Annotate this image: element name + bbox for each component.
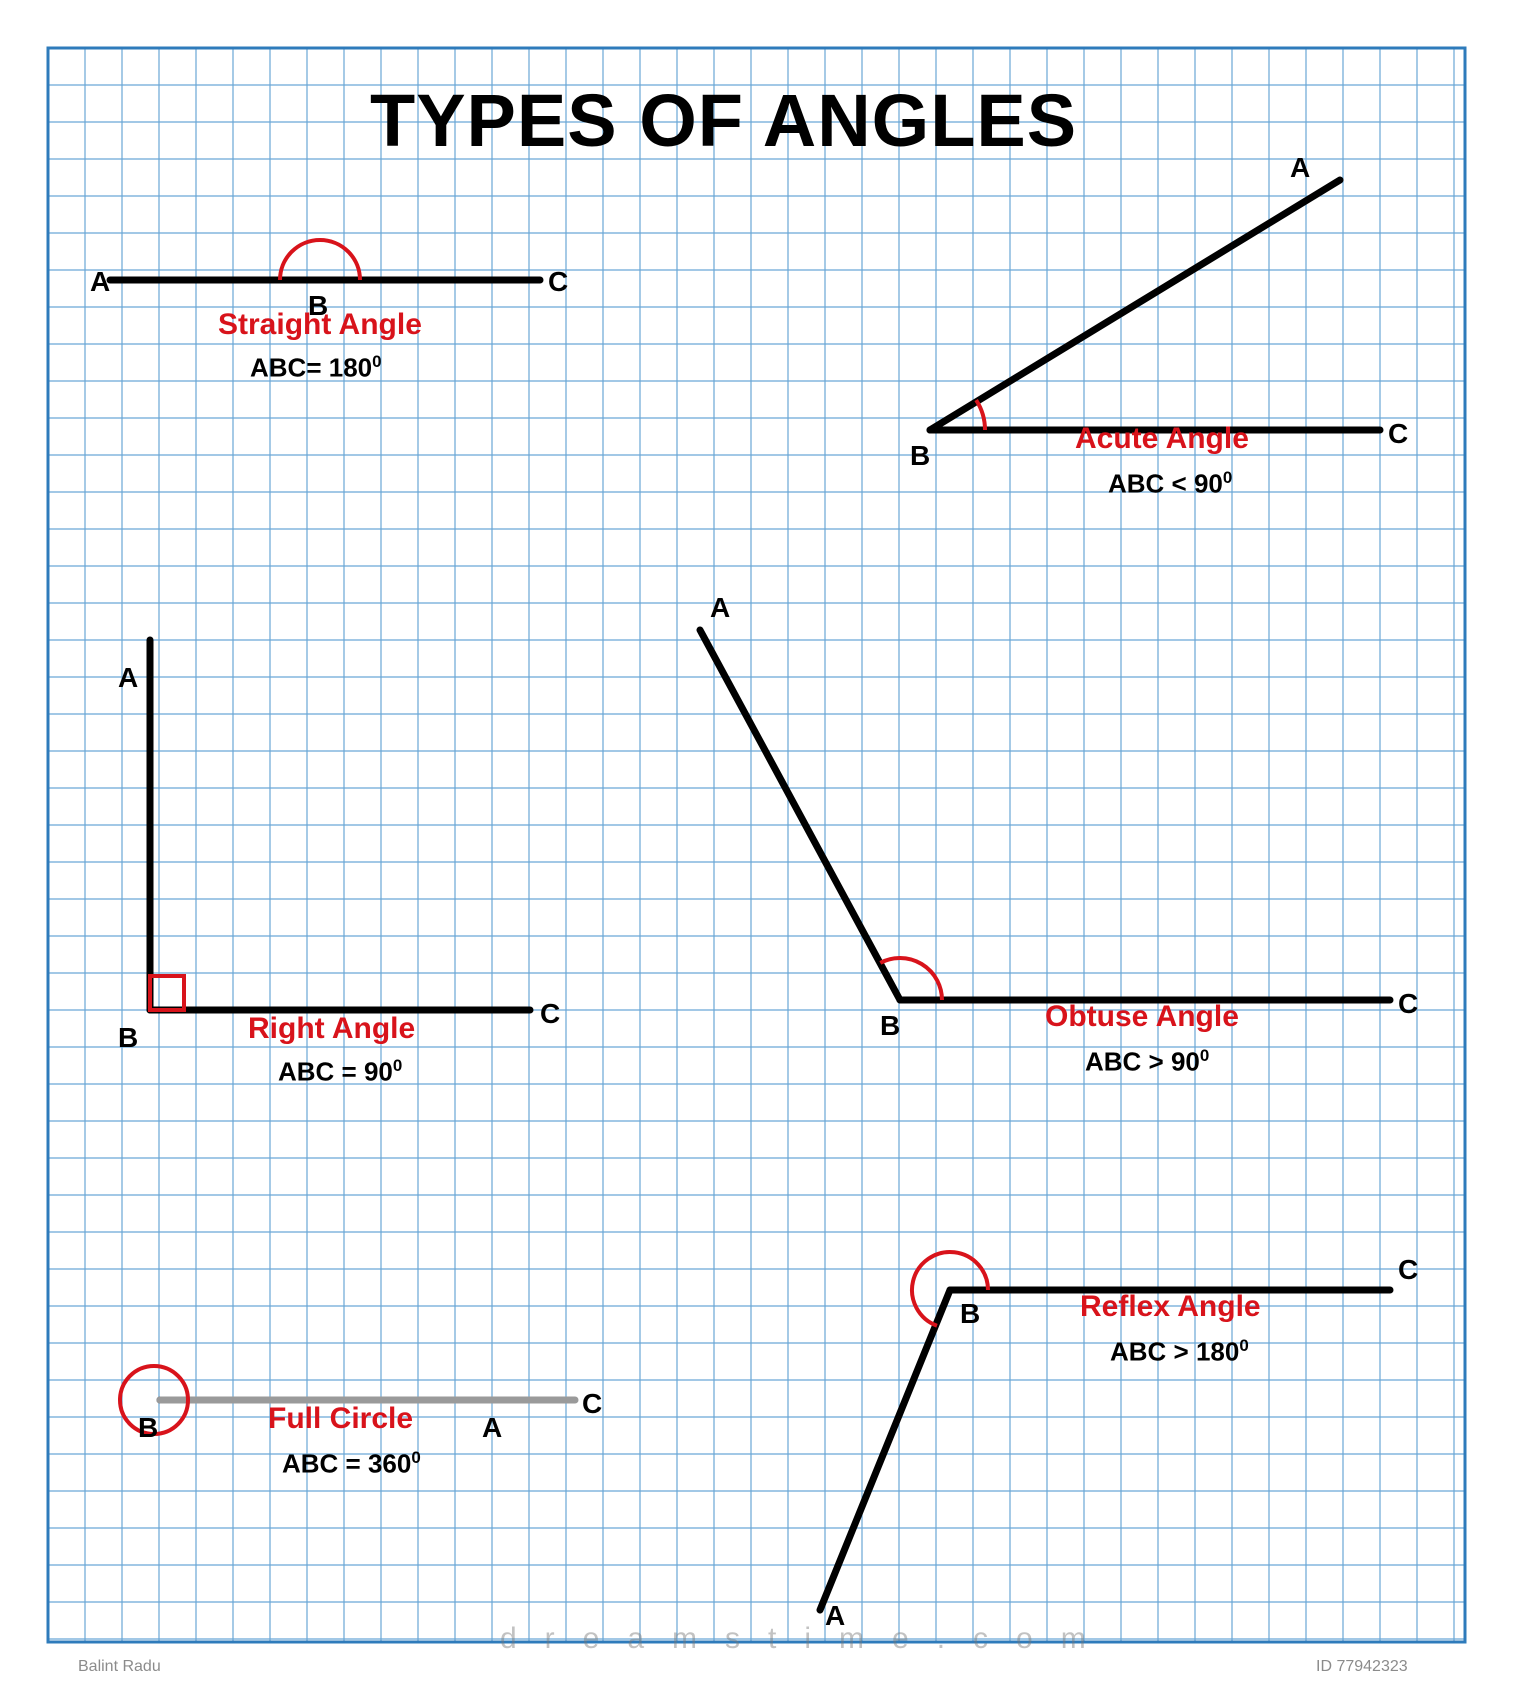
point-label-acute-A: A [1290, 152, 1310, 184]
point-label-full-A: A [482, 1412, 502, 1444]
diagram-stage: TYPES OF ANGLES A B C Straight Angle ABC= 18… [0, 0, 1513, 1690]
point-label-right-C: C [540, 998, 560, 1030]
point-label-obtuse-C: C [1398, 988, 1418, 1020]
point-label-obtuse-A: A [710, 592, 730, 624]
angle-straight [110, 240, 540, 280]
point-label-obtuse-B: B [880, 1010, 900, 1042]
point-label-right-A: A [118, 662, 138, 694]
angle-acute [930, 180, 1380, 430]
angle-name-reflex: Reflex Angle [1080, 1290, 1261, 1324]
point-label-full-C: C [582, 1388, 602, 1420]
point-label-straight-A: A [90, 266, 110, 298]
point-label-reflex-B: B [960, 1298, 980, 1330]
watermark-credit: Balint Radu [78, 1658, 161, 1676]
point-label-full-B: B [138, 1412, 158, 1444]
angle-formula-obtuse: ABC > 900 [1085, 1046, 1209, 1078]
angle-name-obtuse: Obtuse Angle [1045, 1000, 1239, 1034]
angle-obtuse [700, 630, 1390, 1000]
angle-formula-reflex: ABC > 1800 [1110, 1336, 1249, 1368]
angle-name-acute: Acute Angle [1075, 422, 1249, 456]
angle-formula-full: ABC = 3600 [282, 1448, 421, 1480]
point-label-reflex-C: C [1398, 1254, 1418, 1286]
point-label-acute-B: B [910, 440, 930, 472]
angle-name-straight: Straight Angle [218, 308, 422, 342]
point-label-straight-C: C [548, 266, 568, 298]
angle-name-right: Right Angle [248, 1012, 415, 1046]
angle-formula-straight: ABC= 1800 [250, 352, 382, 384]
angle-formula-acute: ABC < 900 [1108, 468, 1232, 500]
geometry-svg [0, 0, 1513, 1690]
angle-name-full: Full Circle [268, 1402, 413, 1436]
point-label-right-B: B [118, 1022, 138, 1054]
page-title: TYPES OF ANGLES [370, 78, 1077, 163]
watermark-text: dreamstime.com [500, 1622, 1114, 1656]
angle-formula-right: ABC = 900 [278, 1056, 402, 1088]
point-label-acute-C: C [1388, 418, 1408, 450]
watermark-id: ID 77942323 [1316, 1658, 1408, 1676]
